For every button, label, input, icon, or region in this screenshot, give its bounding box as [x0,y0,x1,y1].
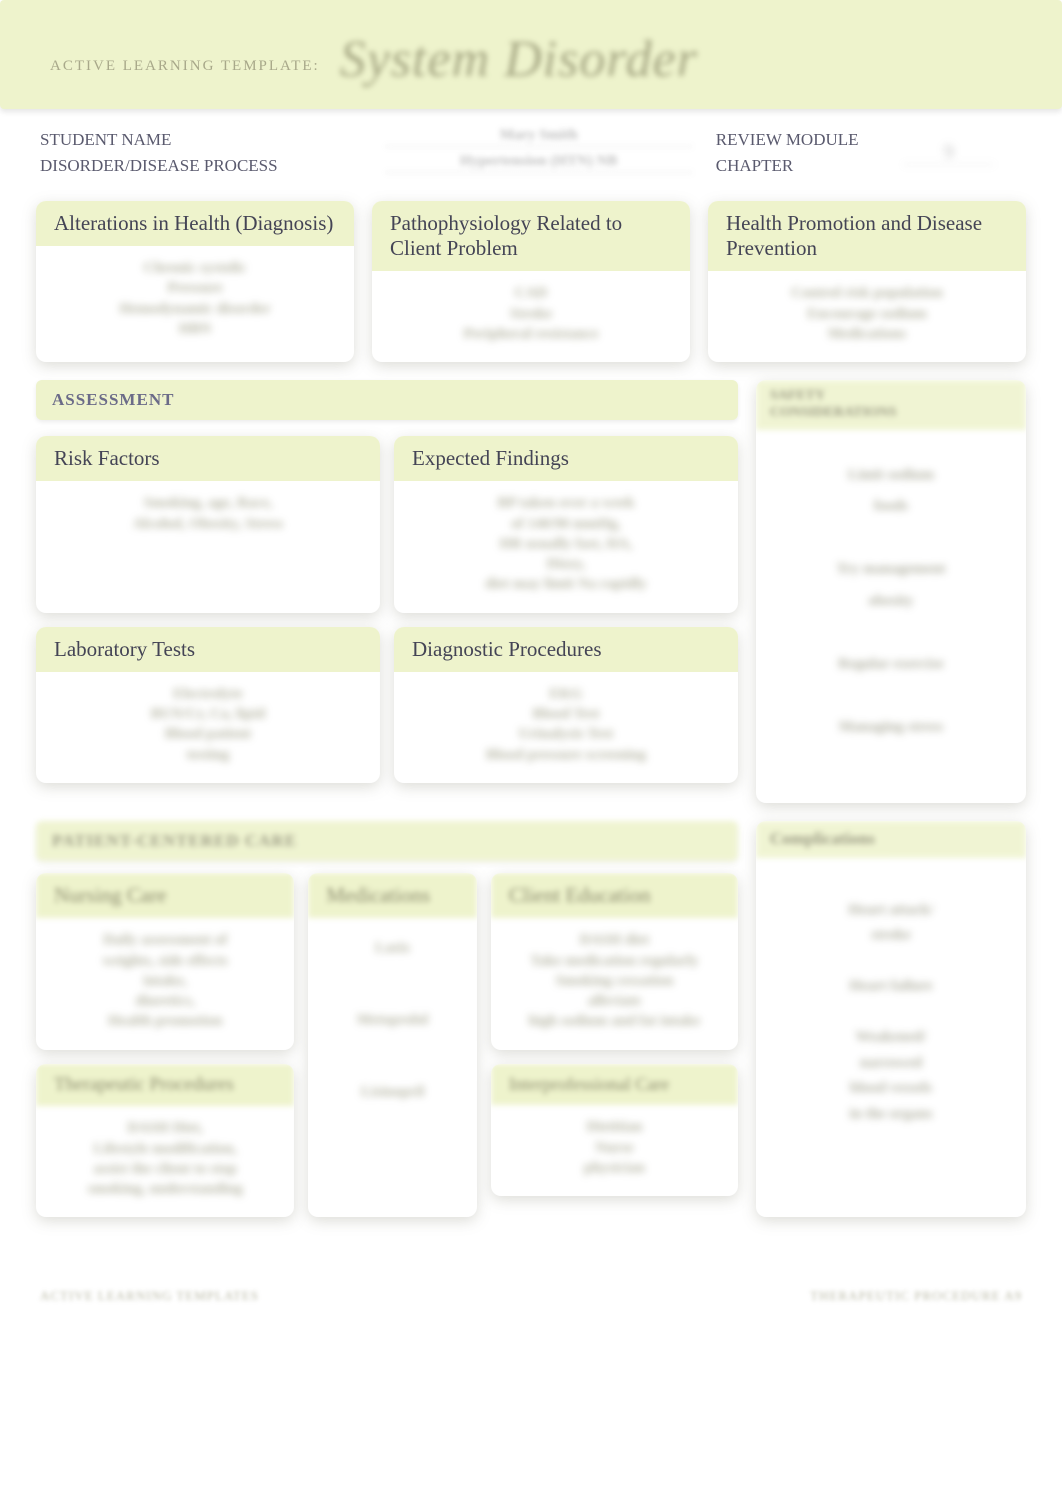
promotion-title: Health Promotion and Disease Prevention [708,201,1026,271]
card-complications: Complications Heart attack/strokeHeart f… [756,821,1026,1217]
row-top: Alterations in Health (Diagnosis) Chroni… [36,201,1026,362]
card-patho: Pathophysiology Related to Client Proble… [372,201,690,362]
complications-title: Complications [756,821,1026,857]
pcc-grid: Nursing Care Daily assessment ofweights,… [36,873,738,1217]
assessment-grid: Risk Factors Smoking, age, Race,Alcohol,… [36,432,738,783]
patho-body[interactable]: CADStrokePeripheral resistance [372,271,690,362]
info-mid: Mary Smith Hypertension (HTN) NB [386,127,692,179]
banner: ACTIVE LEARNING TEMPLATE: System Disorde… [0,0,1062,109]
pcc-col-1: Nursing Care Daily assessment ofweights,… [36,873,294,1217]
student-name-value[interactable]: Mary Smith [386,127,692,147]
therapeutic-body[interactable]: DASH Diet,Lifestyle modification,assist … [36,1106,294,1217]
nursing-title: Nursing Care [36,873,294,918]
card-therapeutic: Therapeutic Procedures DASH Diet,Lifesty… [36,1064,294,1218]
card-alterations: Alterations in Health (Diagnosis) Chroni… [36,201,354,362]
footer: ACTIVE LEARNING TEMPLATES THERAPEUTIC PR… [40,1288,1022,1304]
pcc-col-3: Client Education DASH dietTake medicatio… [491,873,738,1217]
safety-body[interactable]: Limit sodiumfoodsTry managementobesityRe… [756,430,1026,804]
promotion-body[interactable]: Control risk populationEncourage sodiumM… [708,271,1026,362]
alterations-body[interactable]: Chronic systolicPressureHemodynamic diso… [36,246,354,362]
assessment-left: ASSESSMENT Risk Factors Smoking, age, Ra… [36,380,738,803]
card-labs: Laboratory Tests ElectrolyteBUN/Cr, Ca, … [36,627,380,783]
risk-body[interactable]: Smoking, age, Race,Alcohol, Obesity, Str… [36,481,380,612]
interprofessional-title: Interprofessional Care [491,1064,738,1106]
info-left: STUDENT NAME DISORDER/DISEASE PROCESS [40,127,362,178]
interprofessional-body[interactable]: DietitianNursephysician [491,1105,738,1196]
card-safety: SAFETYCONSIDERATIONS Limit sodiumfoodsTr… [756,380,1026,803]
card-promotion: Health Promotion and Disease Prevention … [708,201,1026,362]
pcc-wrap: PATIENT-CENTERED CARE Nursing Care Daily… [36,821,1026,1217]
labs-body[interactable]: ElectrolyteBUN/Cr, Ca, lipidBlood patien… [36,672,380,783]
info-row: STUDENT NAME DISORDER/DISEASE PROCESS Ma… [0,109,1062,201]
pcc-col-2: Medications LasixMetoprololLisinopril [308,873,477,1217]
assessment-wrap: ASSESSMENT Risk Factors Smoking, age, Ra… [36,380,1026,803]
page: ACTIVE LEARNING TEMPLATE: System Disorde… [0,0,1062,1504]
footer-left: ACTIVE LEARNING TEMPLATES [40,1288,259,1304]
meds-body[interactable]: LasixMetoprololLisinopril [308,918,477,1217]
meds-title: Medications [308,873,477,918]
main: Alterations in Health (Diagnosis) Chroni… [0,201,1062,1217]
therapeutic-title: Therapeutic Procedures [36,1064,294,1107]
card-risk: Risk Factors Smoking, age, Race,Alcohol,… [36,436,380,612]
pcc-left: PATIENT-CENTERED CARE Nursing Care Daily… [36,821,738,1217]
nursing-body[interactable]: Daily assessment ofweights, side effects… [36,918,294,1049]
assessment-right: SAFETYCONSIDERATIONS Limit sodiumfoodsTr… [756,380,1026,803]
complications-body[interactable]: Heart attack/strokeHeart failureWeakened… [756,858,1026,1188]
pcc-right: Complications Heart attack/strokeHeart f… [756,821,1026,1217]
diagnostics-body[interactable]: EKGBlood TestUrinalysis TestBlood pressu… [394,672,738,783]
student-name-label: STUDENT NAME [40,127,362,153]
pcc-bar: PATIENT-CENTERED CARE [36,821,738,861]
card-meds: Medications LasixMetoprololLisinopril [308,873,477,1217]
risk-title: Risk Factors [36,436,380,481]
diagnostics-title: Diagnostic Procedures [394,627,738,672]
findings-title: Expected Findings [394,436,738,481]
footer-right: THERAPEUTIC PROCEDURE A9 [810,1288,1022,1304]
card-interprofessional: Interprofessional Care DietitianNursephy… [491,1064,738,1196]
card-diagnostics: Diagnostic Procedures EKGBlood TestUrina… [394,627,738,783]
card-education: Client Education DASH dietTake medicatio… [491,873,738,1049]
patho-title: Pathophysiology Related to Client Proble… [372,201,690,271]
card-nursing: Nursing Care Daily assessment ofweights,… [36,873,294,1049]
chapter-value[interactable]: 9 [904,141,994,165]
alterations-title: Alterations in Health (Diagnosis) [36,201,354,246]
findings-body[interactable]: BP taken over a weekof 140/90 mmHg,HR us… [394,481,738,612]
disorder-value[interactable]: Hypertension (HTN) NB [386,153,692,173]
safety-strip: SAFETYCONSIDERATIONS [756,380,1026,430]
assessment-bar: ASSESSMENT [36,380,738,420]
info-right: REVIEW MODULE CHAPTER 9 [716,127,1022,178]
disorder-label: DISORDER/DISEASE PROCESS [40,153,362,179]
education-title: Client Education [491,873,738,918]
review-label: REVIEW MODULE CHAPTER [716,127,886,178]
banner-title: System Disorder [340,30,698,89]
card-findings: Expected Findings BP taken over a weekof… [394,436,738,612]
banner-label: ACTIVE LEARNING TEMPLATE: [50,58,320,89]
education-body[interactable]: DASH dietTake medication regularlySmokin… [491,918,738,1049]
labs-title: Laboratory Tests [36,627,380,672]
